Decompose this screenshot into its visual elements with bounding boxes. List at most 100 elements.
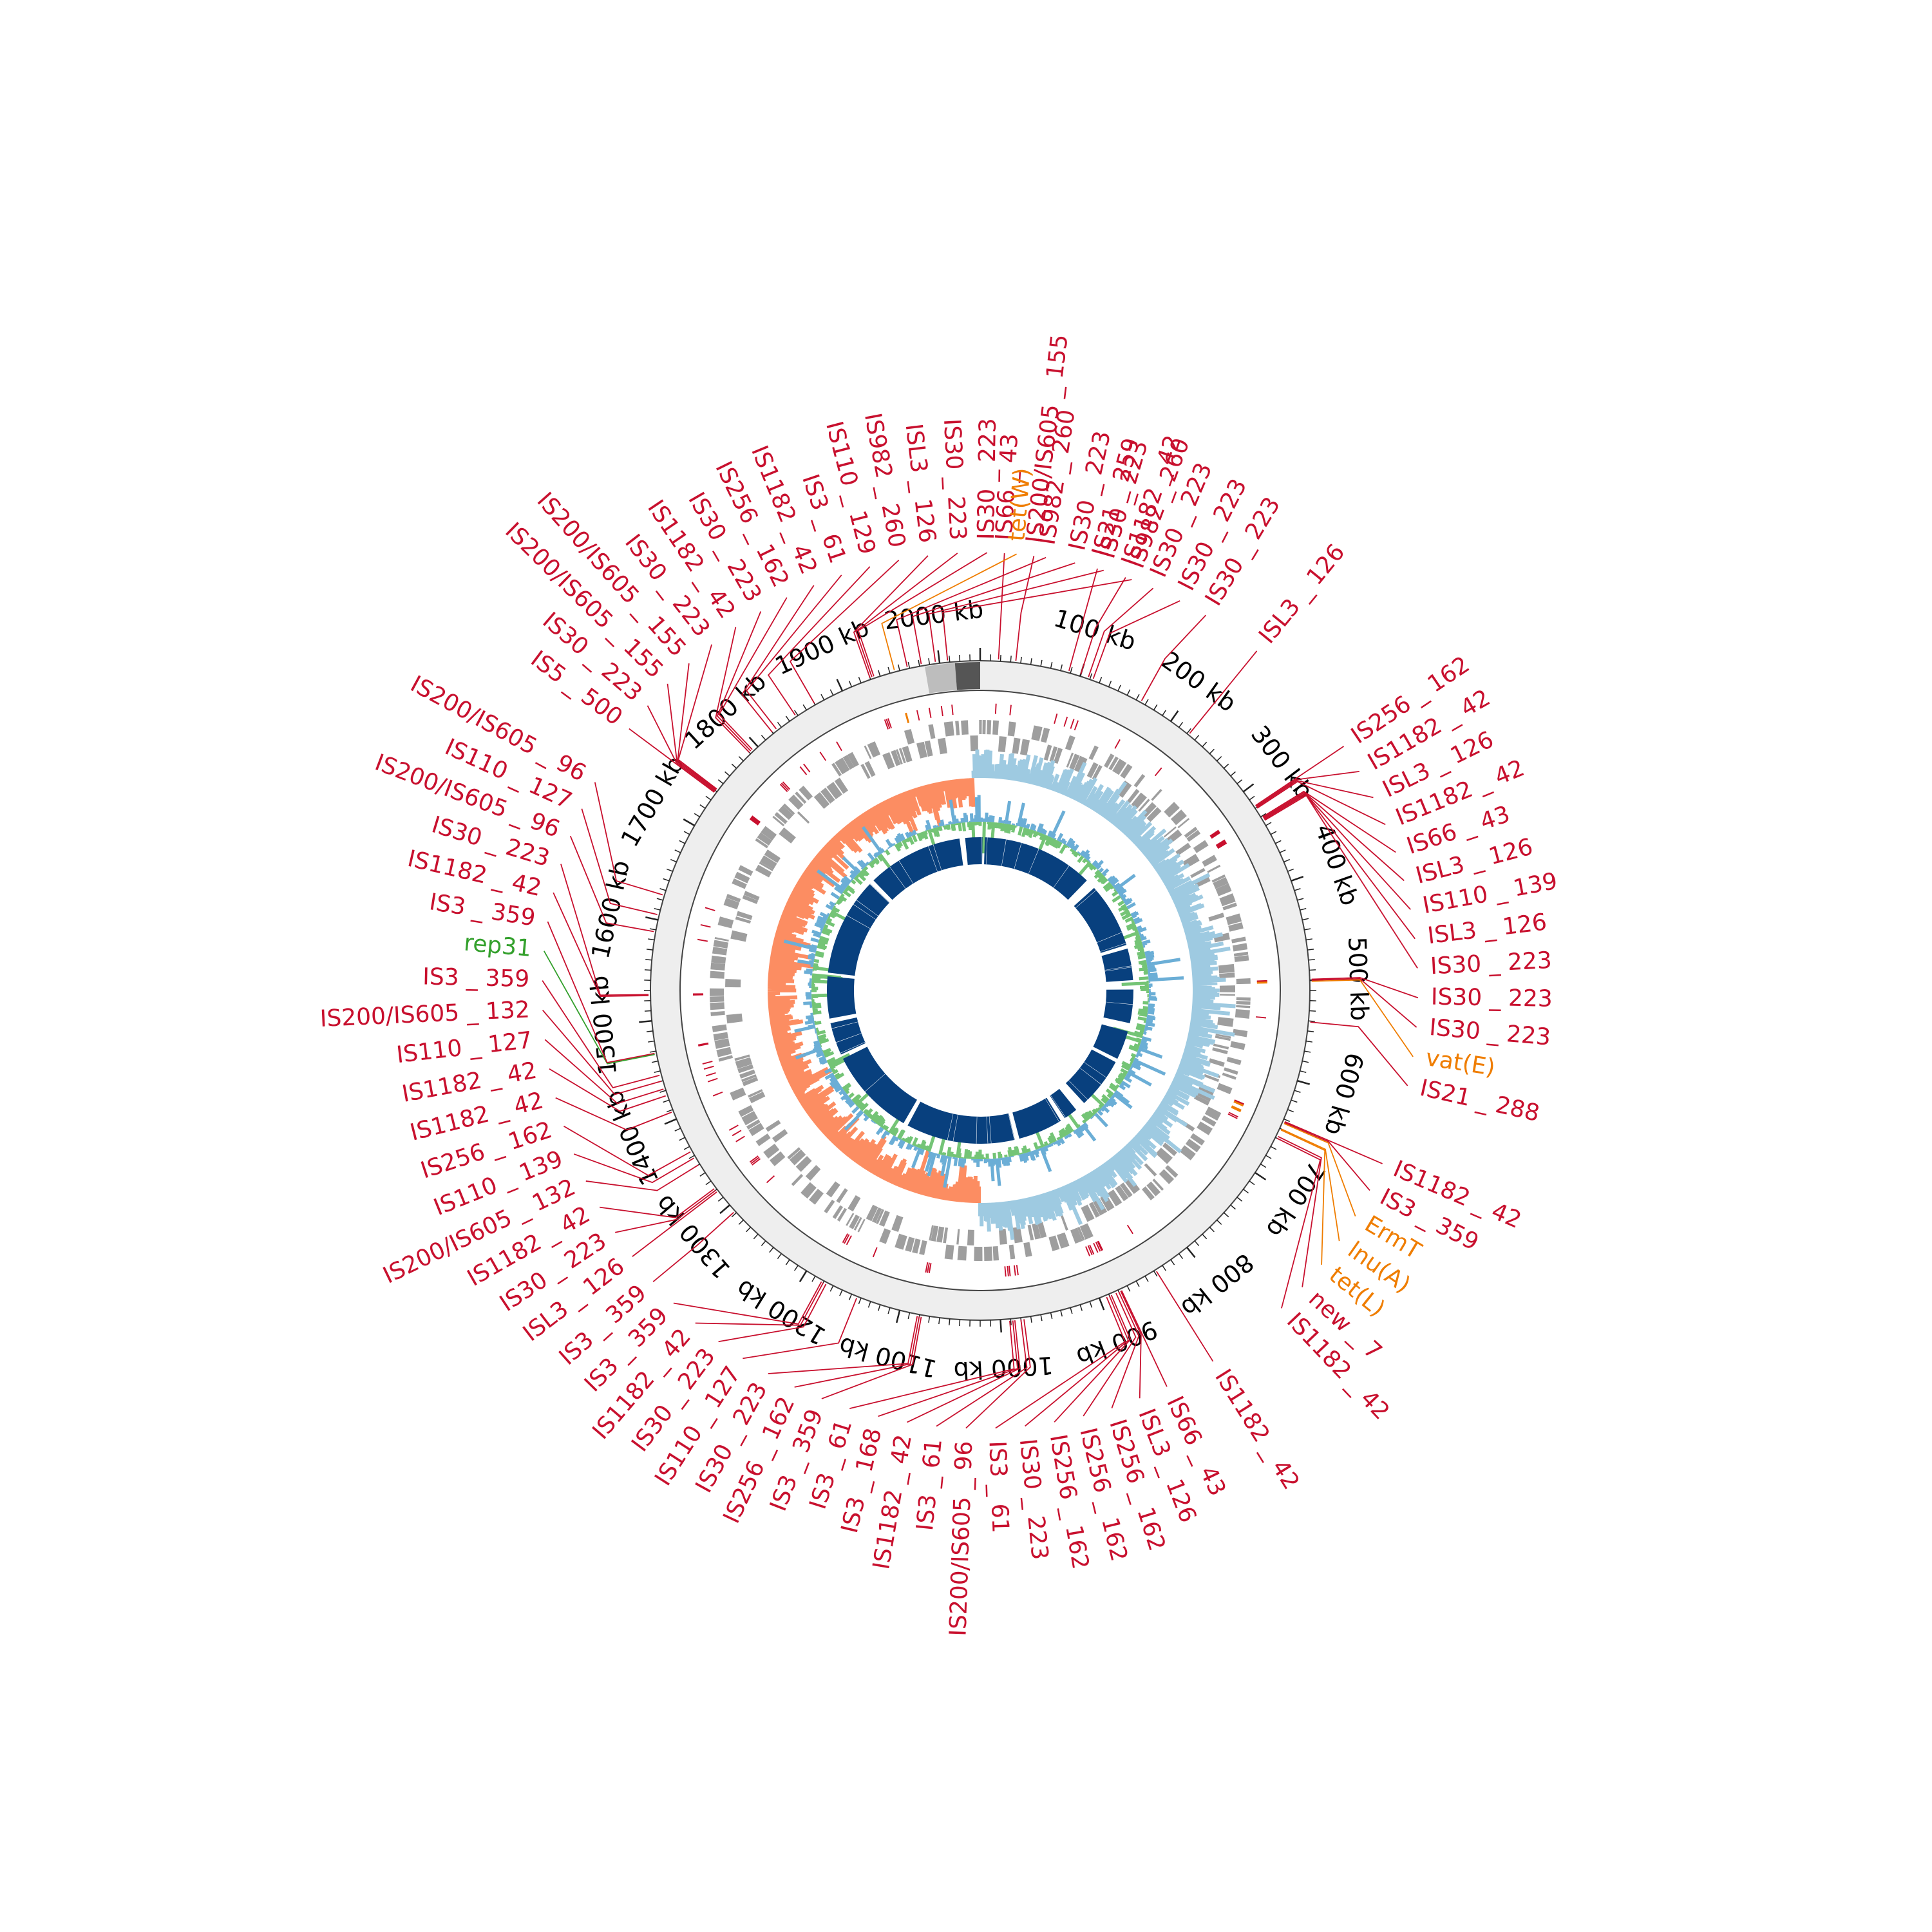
minor-tick [794,1265,799,1271]
annotation-leader-line [942,579,1132,661]
cds-block [1069,753,1080,770]
major-tick [645,916,659,921]
minor-tick [1070,667,1073,674]
annotation-leader-line [716,611,762,752]
major-tick [937,650,941,664]
blast-hit-block [1101,948,1133,982]
minor-tick [1089,1301,1093,1308]
cds-block [1070,1227,1083,1244]
annotation-leader-line [632,1191,717,1257]
blast-hit-gap-line [870,883,891,903]
blast-hit-block [1074,887,1127,953]
cds-block [734,1054,750,1061]
cds-block [1088,745,1099,761]
is-element-block [1093,1242,1099,1253]
cds-block [763,1143,780,1159]
annotation-leader-line [1111,1291,1140,1408]
cds-block [835,757,850,775]
cds-block [1077,1226,1085,1241]
cds-block [717,916,734,929]
cds-block [1146,807,1162,822]
cds-block [970,735,978,752]
cds-block [944,1244,954,1260]
cds-block [992,1246,999,1261]
cds-block [1186,829,1201,842]
minor-tick [1243,1188,1249,1194]
minor-tick [1249,795,1255,800]
is-element-block [1097,1240,1104,1251]
cds-block [992,720,999,735]
blast-hit-block [1093,1024,1128,1059]
cds-block [1043,744,1052,761]
blast-hit-gap-line [831,1021,858,1029]
is-element-block [1126,1224,1133,1235]
minor-tick [1153,1270,1158,1277]
major-tick [1291,876,1304,882]
blast-hit-gap-line [1014,842,1022,869]
cds-block [905,1236,915,1253]
annotation-leader-line [1088,587,1154,677]
annotation-leader-line [1311,979,1414,1057]
annotation-leader-line [849,1320,1015,1409]
minor-tick [949,1318,951,1325]
is-element-block [1009,1265,1011,1276]
blast-hit-ring [827,837,1133,1144]
cds-block [1175,842,1191,856]
blast-hit-gap-line [846,915,871,929]
cds-block [742,1077,759,1086]
blast-hit-gap-line [1045,1098,1059,1122]
annotation-label: tet(W) [1003,467,1036,542]
is-element-block [928,707,932,719]
is-element-block [1087,1245,1093,1256]
cds-block [849,1215,860,1229]
is-element-block [697,938,708,942]
annotation-leader-line [912,562,1075,665]
backbone-inner-edge [679,690,1281,1291]
is-element-block [1227,1113,1238,1119]
annotation-leader-line [667,683,716,791]
is-element-block [884,719,889,730]
annotation-label: IS200/IS605 _ 96 [945,1441,978,1636]
cds-block [749,1092,766,1104]
is-element-block [887,718,892,729]
is-element-block [703,1065,714,1070]
cds-block [1193,840,1209,853]
minor-tick [670,858,677,863]
cds-block [743,891,760,901]
cds-block [957,1245,967,1261]
annotation-leader-line [1015,555,1035,661]
annotation-leader-line [542,1009,661,1095]
is-element-block [844,1234,850,1244]
gc-skew-track [767,749,1236,1240]
cds-block [735,1057,752,1069]
minor-tick [1260,1163,1267,1168]
minor-tick [1126,689,1131,696]
cds-block [710,971,725,979]
is-element-block [705,907,715,911]
annotation-leader-line [855,553,958,677]
annotation-leader-line [585,1164,699,1191]
cds-block [1190,867,1206,878]
annotation-leader-line [857,552,988,677]
is-element-block [732,1130,742,1137]
cds-block [1124,1177,1141,1194]
cds-block [1212,1047,1228,1054]
annotation-leader-line [1276,1137,1321,1309]
cds-block [1204,1106,1222,1121]
cds-block [895,1233,907,1250]
minor-tick [938,1318,940,1325]
cds-block [1215,1036,1231,1041]
minor-tick [651,1060,659,1063]
major-tick [1297,1079,1311,1085]
blast-hit-gap-line [840,1042,866,1054]
cds-block [832,1205,844,1219]
annotation-label: IS3 _ 359 [422,963,530,992]
blast-hit-gap-line [1050,1095,1066,1118]
is-element-block [751,816,761,824]
cds-block [984,1246,993,1261]
minor-tick [1079,1304,1083,1311]
annotation-leader-line [600,1188,715,1218]
cds-block [1170,810,1187,826]
cds-block [1012,1226,1023,1244]
is-element-block [1009,705,1012,715]
